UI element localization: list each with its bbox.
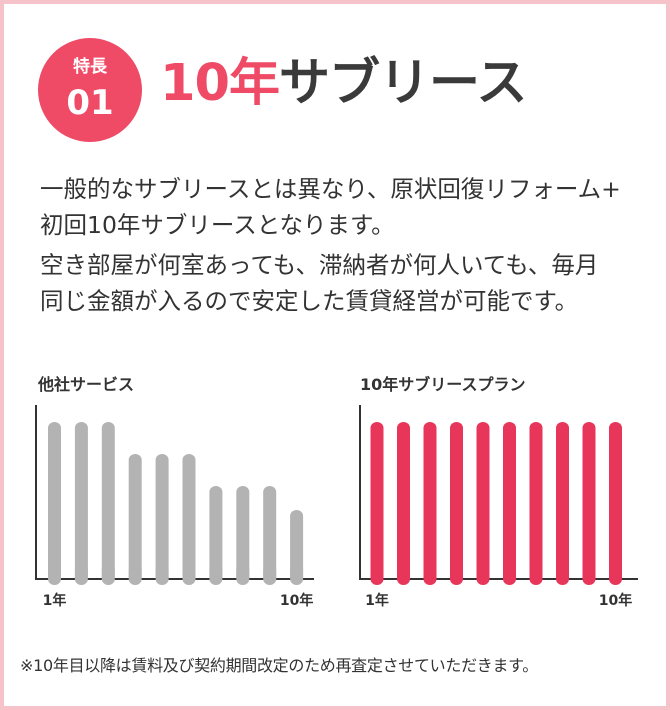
bar-base-7年 [209,569,223,578]
bar-6年 [503,422,516,585]
bar-8年 [236,486,250,585]
bar-base-1年 [370,569,384,578]
chart-title-plan: 10年サブリースプラン [360,375,526,394]
x-tick-label: 10年 [599,592,632,609]
bar-base-5年 [155,569,169,578]
bar-7年 [529,422,543,585]
x-tick-label: 1年 [365,592,389,609]
body-line-4: 同じ金額が入るので安定した賃貸経営が可能です。 [40,287,579,315]
bar-8年 [556,422,569,585]
title-rest: サブリース [278,54,527,113]
bar-5年 [155,454,169,585]
bar-1年 [370,422,384,585]
bar-3年 [423,422,437,585]
x-tick-label: 1年 [43,592,67,609]
bar-7年 [209,486,223,585]
body-line-1: 一般的なサブリースとは異なり、原状回復リフォーム+ [40,175,621,203]
bar-base-6年 [503,569,516,578]
bar-4年 [450,422,463,585]
bar-2年 [397,422,410,585]
bar-base-2年 [74,569,88,578]
body-line-2: 初回10年サブリースとなります。 [40,211,395,239]
bar-base-1年 [48,569,61,578]
body-line-3: 空き部屋が何室あっても、滞納者が何人いても、毎月 [40,251,599,279]
bar-base-10年 [290,569,304,578]
bar-2年 [74,422,88,585]
bar-6年 [182,454,196,585]
badge-number: 01 [66,83,114,123]
bar-10年 [290,510,304,585]
bar-base-9年 [263,569,277,578]
bar-base-3年 [101,569,115,578]
bar-1年 [48,422,61,585]
page-title: 10年サブリース [160,52,527,116]
bar-base-6年 [182,569,196,578]
bar-10年 [609,422,622,585]
bar-base-8年 [556,569,569,578]
bar-9年 [263,486,277,585]
title-accent: 10年 [160,54,280,113]
bar-base-7年 [529,569,543,578]
x-tick-label: 10年 [280,592,313,609]
bar-3年 [101,422,115,585]
bar-base-3年 [423,569,437,578]
bar-base-8年 [236,569,250,578]
footnote: ※10年目以降は賃料及び契約期間改定のため再査定させていただきます。 [20,656,538,675]
bar-9年 [582,422,596,585]
bar-base-4年 [450,569,463,578]
chart-title-other: 他社サービス [38,375,135,394]
bar-base-4年 [128,569,142,578]
bar-5年 [476,422,490,585]
bar-base-5年 [476,569,490,578]
bar-4年 [128,454,142,585]
bar-base-9年 [582,569,596,578]
feature-badge: 特長 01 [38,38,142,142]
bar-base-2年 [397,569,410,578]
badge-label: 特長 [73,57,107,77]
bar-base-10年 [609,569,622,578]
